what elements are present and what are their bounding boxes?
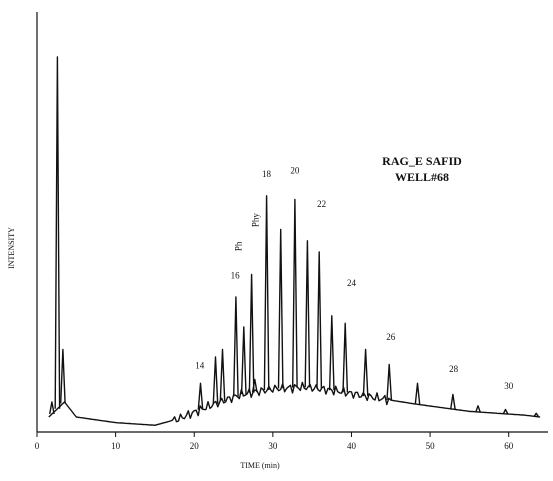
peak-label: 14: [195, 360, 205, 370]
chromatogram-peak: [362, 348, 369, 397]
peak-label: 16: [231, 270, 241, 280]
chromatogram-peak: [277, 228, 284, 389]
chromatogram-peak: [60, 348, 66, 404]
peak-labels: 14 16 Ph Phy 18 20 22 24 26 28 30: [195, 165, 513, 391]
chromatogram-peak: [414, 382, 421, 405]
chromatogram-peak: [316, 251, 323, 389]
chromatogram-peak: [54, 56, 61, 409]
baseline-hump: [48, 381, 541, 426]
chromatogram-peak: [233, 296, 239, 397]
y-axis-label: INTENSITY: [7, 227, 16, 269]
peak-label: 26: [386, 332, 396, 342]
x-axis-label: TIME (min): [240, 461, 280, 470]
chromatogram-peak: [219, 348, 226, 402]
chromatogram-peak: [251, 378, 258, 393]
chromatogram-peak: [450, 393, 456, 410]
peak-label: 20: [290, 165, 300, 175]
peak-label: Ph: [233, 241, 243, 251]
chromatogram-peak: [304, 240, 311, 388]
chromatogram-peak: [197, 382, 204, 410]
x-axis-ticks: 0 10 20 30 40 50 60: [35, 432, 514, 451]
x-tick-label: 60: [504, 441, 514, 451]
chromatogram-trace: [48, 56, 541, 426]
x-tick-label: 30: [268, 441, 278, 451]
x-tick-label: 50: [426, 441, 436, 451]
chromatogram-peak: [342, 322, 349, 393]
chart-title-line-2: WELL#68: [395, 170, 449, 184]
x-tick-label: 40: [347, 441, 357, 451]
peak-label: 22: [317, 199, 326, 209]
peak-label: 28: [449, 364, 459, 374]
peak-label: 24: [347, 278, 357, 288]
chromatogram-peak: [292, 198, 298, 388]
chromatogram-peak: [248, 273, 255, 393]
chromatogram-peak: [240, 326, 247, 395]
chromatogram-peak: [49, 401, 55, 415]
peak-label: Phy: [251, 213, 261, 228]
peak-label: 18: [262, 169, 272, 179]
x-tick-label: 20: [190, 441, 200, 451]
x-tick-label: 10: [111, 441, 121, 451]
plot-axes: [36, 12, 548, 433]
chromatogram-peak: [533, 412, 539, 417]
chromatogram-peak: [502, 408, 509, 415]
x-tick-label: 0: [35, 441, 40, 451]
peak-label: 30: [504, 381, 514, 391]
chromatogram-peak: [263, 195, 270, 391]
chromatogram-peak: [475, 405, 481, 413]
chart-title-line-1: RAG_E SAFID: [382, 154, 462, 168]
chromatogram-peak: [212, 356, 219, 404]
chromatogram-peak: [386, 363, 393, 400]
chromatogram-peak: [328, 315, 335, 391]
